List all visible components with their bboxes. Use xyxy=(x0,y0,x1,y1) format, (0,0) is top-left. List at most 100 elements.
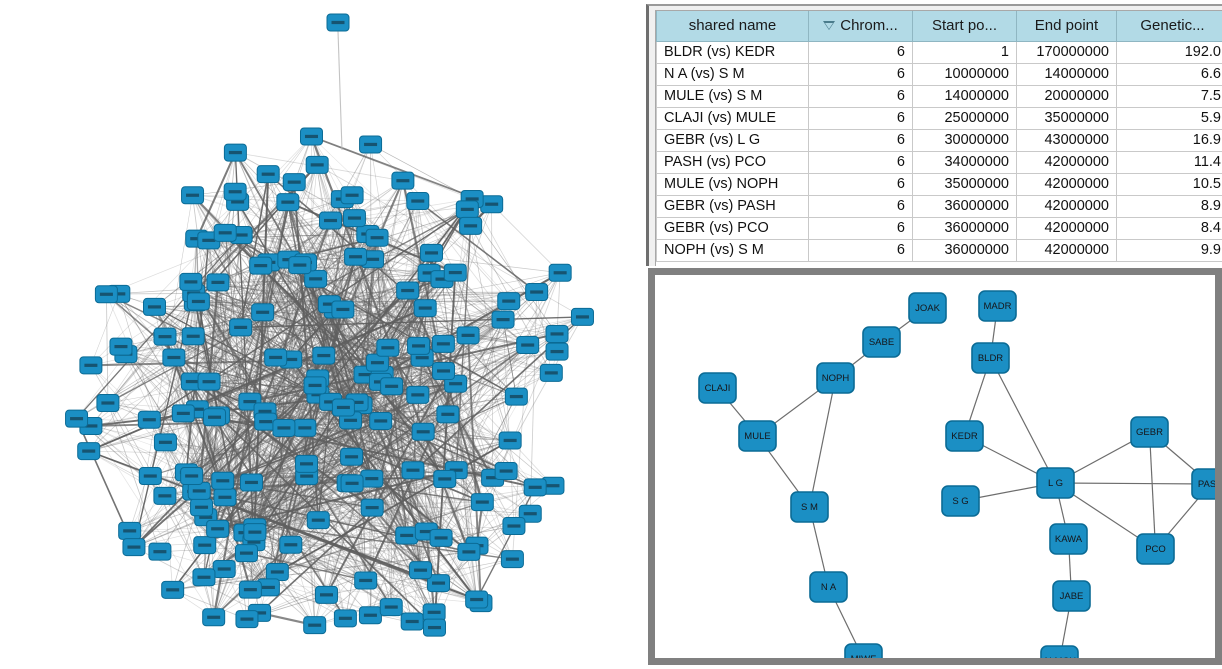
subnetwork-node-shape[interactable] xyxy=(816,362,855,394)
column-header-genetic[interactable]: Genetic... xyxy=(1116,11,1222,42)
full-network-edge[interactable] xyxy=(214,416,482,604)
full-network-edge[interactable] xyxy=(328,303,373,479)
full-network-node[interactable] xyxy=(400,612,424,631)
table-cell-start_point[interactable]: 36000000 xyxy=(912,194,1017,218)
full-network-node[interactable] xyxy=(413,299,437,318)
full-network-node[interactable] xyxy=(427,574,451,593)
full-network-node[interactable] xyxy=(455,200,479,219)
full-network-edge[interactable] xyxy=(441,278,528,346)
full-network-edge[interactable] xyxy=(367,198,473,235)
subnetwork-node[interactable]: SABE xyxy=(862,326,901,358)
full-network-edge[interactable] xyxy=(253,541,327,596)
subnetwork-node-shape[interactable] xyxy=(790,491,829,523)
full-network-node[interactable] xyxy=(498,431,522,450)
subnetwork-edge[interactable] xyxy=(1148,431,1157,550)
full-network-node[interactable] xyxy=(391,171,415,190)
full-network-edge[interactable] xyxy=(198,256,356,302)
table-cell-shared_name[interactable]: GEBR (vs) PASH xyxy=(656,194,809,218)
subnetwork-node-shape[interactable] xyxy=(844,643,883,658)
table-cell-start_point[interactable]: 25000000 xyxy=(912,106,1017,130)
full-network-edge[interactable] xyxy=(360,405,413,622)
full-network-node[interactable] xyxy=(465,590,489,609)
full-network-edge[interactable] xyxy=(277,501,483,573)
full-network-edge[interactable] xyxy=(90,357,175,427)
full-network-node[interactable] xyxy=(541,476,565,495)
full-network-edge[interactable] xyxy=(154,291,537,308)
subnetwork-node[interactable]: ALMCH xyxy=(1040,645,1079,658)
full-network-node[interactable] xyxy=(342,209,366,228)
full-network-edge[interactable] xyxy=(317,401,332,521)
full-network-node[interactable] xyxy=(333,609,357,628)
full-network-edge[interactable] xyxy=(240,164,318,328)
full-network-edge[interactable] xyxy=(406,290,445,372)
full-network-node[interactable] xyxy=(420,243,444,262)
full-network-edge[interactable] xyxy=(253,541,316,626)
full-network-node[interactable] xyxy=(142,297,166,316)
full-network-edge[interactable] xyxy=(371,507,435,613)
subnetwork-node[interactable]: CLAJI xyxy=(698,372,737,404)
full-network-node[interactable] xyxy=(459,216,483,235)
table-cell-genetic[interactable]: 5.9 xyxy=(1116,106,1222,130)
full-network-node[interactable] xyxy=(480,195,504,214)
full-network-node[interactable] xyxy=(570,307,594,326)
subnetwork-node-shape[interactable] xyxy=(862,326,901,358)
full-network-node[interactable] xyxy=(148,542,172,561)
table-cell-shared_name[interactable]: MULE (vs) S M xyxy=(656,84,809,108)
table-cell-shared_name[interactable]: MULE (vs) NOPH xyxy=(656,172,809,196)
subnetwork-node-shape[interactable] xyxy=(945,420,984,452)
table-cell-shared_name[interactable]: NOPH (vs) S M xyxy=(656,238,809,262)
full-network-node[interactable] xyxy=(181,327,205,346)
full-network-edge[interactable] xyxy=(217,278,443,283)
full-network-edge[interactable] xyxy=(198,291,537,302)
table-row[interactable]: MULE (vs) NOPH 6 35000000 42000000 10.5 xyxy=(656,172,1222,196)
full-network-node[interactable] xyxy=(360,469,384,488)
full-network-edge[interactable] xyxy=(234,152,301,266)
table-cell-chromosome[interactable]: 6 xyxy=(808,216,913,240)
full-network-edge[interactable] xyxy=(193,312,264,492)
table-cell-chromosome[interactable]: 6 xyxy=(808,128,913,152)
full-network-edge[interactable] xyxy=(441,278,469,336)
full-network-node[interactable] xyxy=(407,336,431,355)
full-network-node[interactable] xyxy=(369,411,393,430)
full-network-node[interactable] xyxy=(365,228,389,247)
full-network-edge[interactable] xyxy=(277,525,515,573)
table-row[interactable]: GEBR (vs) L G 6 30000000 43000000 16.9 xyxy=(656,128,1222,152)
subnetwork-node-shape[interactable] xyxy=(1136,533,1175,565)
full-network-node[interactable] xyxy=(223,143,247,162)
full-network-node[interactable] xyxy=(212,560,236,579)
full-network-edge[interactable] xyxy=(107,208,468,404)
full-network-node[interactable] xyxy=(340,474,364,493)
full-network-edge[interactable] xyxy=(314,344,528,626)
full-network-edge[interactable] xyxy=(438,485,554,584)
table-cell-end_point[interactable]: 42000000 xyxy=(1016,150,1117,174)
full-network-edge[interactable] xyxy=(325,272,430,596)
full-network-node[interactable] xyxy=(433,469,457,488)
full-network-node[interactable] xyxy=(340,186,364,205)
full-network-edge[interactable] xyxy=(107,402,161,552)
full-network-edge[interactable] xyxy=(190,136,312,283)
full-network-edge[interactable] xyxy=(234,191,344,310)
full-network-node[interactable] xyxy=(429,528,453,547)
full-network-edge[interactable] xyxy=(193,198,343,492)
full-network-edge[interactable] xyxy=(316,164,331,221)
table-cell-genetic[interactable]: 16.9 xyxy=(1116,128,1222,152)
full-network-edge[interactable] xyxy=(88,357,276,452)
full-network-edge[interactable] xyxy=(371,478,421,571)
full-network-edge[interactable] xyxy=(380,381,483,503)
table-cell-start_point[interactable]: 36000000 xyxy=(912,238,1017,262)
full-network-edge[interactable] xyxy=(455,333,558,385)
table-cell-shared_name[interactable]: CLAJI (vs) MULE xyxy=(656,106,809,130)
full-network-node[interactable] xyxy=(197,372,221,391)
full-network-edge[interactable] xyxy=(304,427,366,581)
full-network-edge[interactable] xyxy=(381,374,478,546)
full-network-node[interactable] xyxy=(153,433,177,452)
table-cell-end_point[interactable]: 42000000 xyxy=(1016,216,1117,240)
full-network-node[interactable] xyxy=(516,336,540,355)
full-network-node[interactable] xyxy=(523,478,547,497)
full-network-edge[interactable] xyxy=(317,252,432,379)
full-network-edge[interactable] xyxy=(192,233,369,382)
full-network-edge[interactable] xyxy=(412,470,421,571)
table-row[interactable]: GEBR (vs) PCO 6 36000000 42000000 8.4 xyxy=(656,216,1222,240)
full-network-node[interactable] xyxy=(282,173,306,192)
table-cell-chromosome[interactable]: 6 xyxy=(808,238,913,262)
